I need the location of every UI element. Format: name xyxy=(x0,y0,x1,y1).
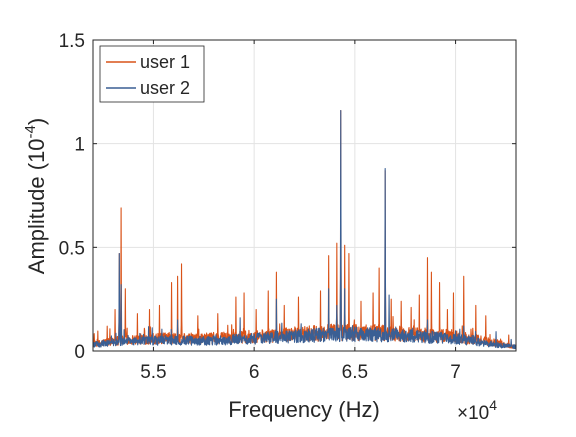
axis-ticks: 5.5 6 6.5 7 0 0.5 1 1.5 xyxy=(59,31,516,383)
x-axis-multiplier: ×104 xyxy=(457,397,497,424)
x-tick-label: 7 xyxy=(450,362,461,383)
x-tick-label: 6 xyxy=(249,362,260,383)
y-label-close: ) xyxy=(24,118,49,125)
x-axis-label: Frequency (Hz) xyxy=(228,397,380,422)
legend-label-user-1: user 1 xyxy=(140,52,190,72)
legend-box xyxy=(99,45,205,103)
y-tick-label: 0 xyxy=(74,342,85,363)
x-tick-label: 6.5 xyxy=(342,362,368,383)
y-axis-label: Amplitude (10-4) xyxy=(22,118,49,274)
y-tick-label: 1 xyxy=(74,135,85,156)
legend: user 1 user 2 xyxy=(99,45,205,103)
y-label-exponent: -4 xyxy=(22,125,39,138)
x-multiplier-base: ×10 xyxy=(457,403,489,424)
axes-frame xyxy=(92,39,517,352)
series-line-user-2 xyxy=(92,109,517,350)
x-multiplier-exponent: 4 xyxy=(489,397,497,413)
y-tick-label: 1.5 xyxy=(59,31,85,52)
legend-label-user-2: user 2 xyxy=(140,78,190,98)
series-layer xyxy=(92,109,517,350)
y-tick-label: 0.5 xyxy=(59,238,85,259)
y-label-main: Amplitude (10 xyxy=(24,138,49,274)
x-tick-label: 5.5 xyxy=(140,362,166,383)
